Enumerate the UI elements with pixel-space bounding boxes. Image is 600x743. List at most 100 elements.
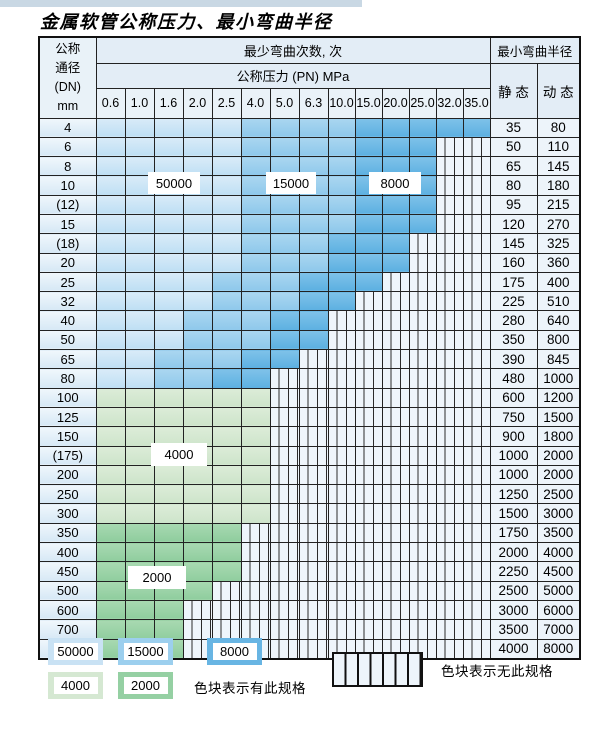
spec-cell xyxy=(298,213,329,235)
spec-cell xyxy=(182,233,213,254)
no-spec-cell xyxy=(435,233,464,254)
no-spec-cell xyxy=(435,522,464,544)
spec-cell xyxy=(408,156,437,177)
dn-cell: 400 xyxy=(38,542,97,563)
cycle-label-8000: 8000 xyxy=(369,172,421,194)
spec-cell xyxy=(124,117,155,138)
no-spec-cell xyxy=(298,542,329,563)
no-spec-cell xyxy=(298,445,329,466)
spec-cell xyxy=(153,426,184,447)
dn-cell: (175) xyxy=(38,445,97,466)
no-spec-cell xyxy=(408,619,437,640)
spec-cell xyxy=(240,464,271,486)
table-row: 600 3000 6000 xyxy=(38,599,581,621)
cycle-label-50000: 50000 xyxy=(148,172,200,194)
spec-cell xyxy=(153,368,184,389)
dynamic-value-cell: 325 xyxy=(536,233,581,254)
spec-cell xyxy=(240,213,271,235)
spec-cell xyxy=(95,233,126,254)
no-spec-cell xyxy=(462,464,491,486)
header-row-1: 公称 通径 (DN) mm 最少弯曲次数, 次 最小弯曲半径 xyxy=(38,36,581,119)
no-spec-cell xyxy=(408,291,437,312)
no-spec-cell xyxy=(354,329,383,351)
spec-cell xyxy=(95,291,126,312)
spec-cell xyxy=(211,252,242,273)
spec-cell xyxy=(124,406,155,428)
spec-cell xyxy=(298,117,329,138)
legend-swatch-label: 8000 xyxy=(212,643,257,660)
dn-header-line: 公称 xyxy=(55,41,81,56)
spec-cell xyxy=(327,271,356,293)
no-spec-cell xyxy=(462,349,491,370)
no-spec-cell xyxy=(381,426,410,447)
no-spec-cell xyxy=(462,561,491,582)
dn-cell: 300 xyxy=(38,503,97,524)
spec-cell xyxy=(124,368,155,389)
spec-cell xyxy=(124,194,155,215)
spec-cell xyxy=(240,194,271,215)
spec-cell xyxy=(182,426,213,447)
spec-cell xyxy=(354,136,383,158)
no-spec-cell xyxy=(408,387,437,408)
bend-cycles-header: 最少弯曲次数, 次 xyxy=(95,36,491,64)
no-spec-cell xyxy=(408,406,437,428)
table-row: 40 280 640 xyxy=(38,310,581,331)
pressure-tick: 4.0 xyxy=(240,87,271,119)
no-spec-cell xyxy=(435,368,464,389)
no-spec-cell xyxy=(462,522,491,544)
spec-cell xyxy=(240,368,271,389)
no-spec-cell xyxy=(211,619,242,640)
pressure-header: 公称压力 (PN) MPa xyxy=(95,62,491,89)
pressure-tick: 25.0 xyxy=(408,87,437,119)
spec-cell xyxy=(153,136,184,158)
no-spec-cell xyxy=(354,387,383,408)
no-spec-cell xyxy=(269,406,300,428)
no-spec-cell xyxy=(240,542,271,563)
no-spec-cell xyxy=(354,561,383,582)
spec-cell xyxy=(95,117,126,138)
no-spec-cell xyxy=(381,619,410,640)
legend-swatch-label: 50000 xyxy=(53,643,98,660)
no-spec-cell xyxy=(462,136,491,158)
legend-swatch-15000: 15000 xyxy=(118,638,173,665)
spec-cell xyxy=(240,233,271,254)
no-spec-cell xyxy=(462,426,491,447)
spec-cell xyxy=(124,599,155,621)
spec-cell xyxy=(298,271,329,293)
dn-cell: 50 xyxy=(38,329,97,351)
spec-cell xyxy=(240,387,271,408)
spec-cell xyxy=(240,329,271,351)
dn-header: 公称 通径 (DN) mm xyxy=(38,36,97,119)
no-spec-cell xyxy=(435,580,464,601)
spec-cell xyxy=(408,136,437,158)
no-spec-cell xyxy=(354,619,383,640)
no-spec-cell xyxy=(435,561,464,582)
spec-cell xyxy=(124,464,155,486)
static-value-cell: 160 xyxy=(489,252,538,273)
no-spec-cell xyxy=(408,426,437,447)
no-spec-cell xyxy=(381,503,410,524)
no-spec-cell xyxy=(298,349,329,370)
static-value-cell: 1250 xyxy=(489,484,538,505)
no-spec-cell xyxy=(408,233,437,254)
static-value-cell: 50 xyxy=(489,136,538,158)
dynamic-value-cell: 360 xyxy=(536,252,581,273)
spec-cell xyxy=(153,349,184,370)
dn-cell: 700 xyxy=(38,619,97,640)
pressure-tick: 32.0 xyxy=(435,87,464,119)
no-spec-cell xyxy=(381,387,410,408)
spec-cell xyxy=(211,291,242,312)
no-spec-cell xyxy=(240,522,271,544)
no-spec-cell xyxy=(354,503,383,524)
spec-cell xyxy=(408,117,437,138)
pressure-tick: 35.0 xyxy=(462,87,491,119)
dynamic-value-cell: 7000 xyxy=(536,619,581,640)
no-spec-cell xyxy=(381,349,410,370)
spec-cell xyxy=(211,503,242,524)
top-decorative-strip xyxy=(0,0,362,7)
spec-cell xyxy=(298,310,329,331)
spec-cell xyxy=(182,117,213,138)
no-spec-cell xyxy=(298,406,329,428)
spec-cell xyxy=(211,426,242,447)
